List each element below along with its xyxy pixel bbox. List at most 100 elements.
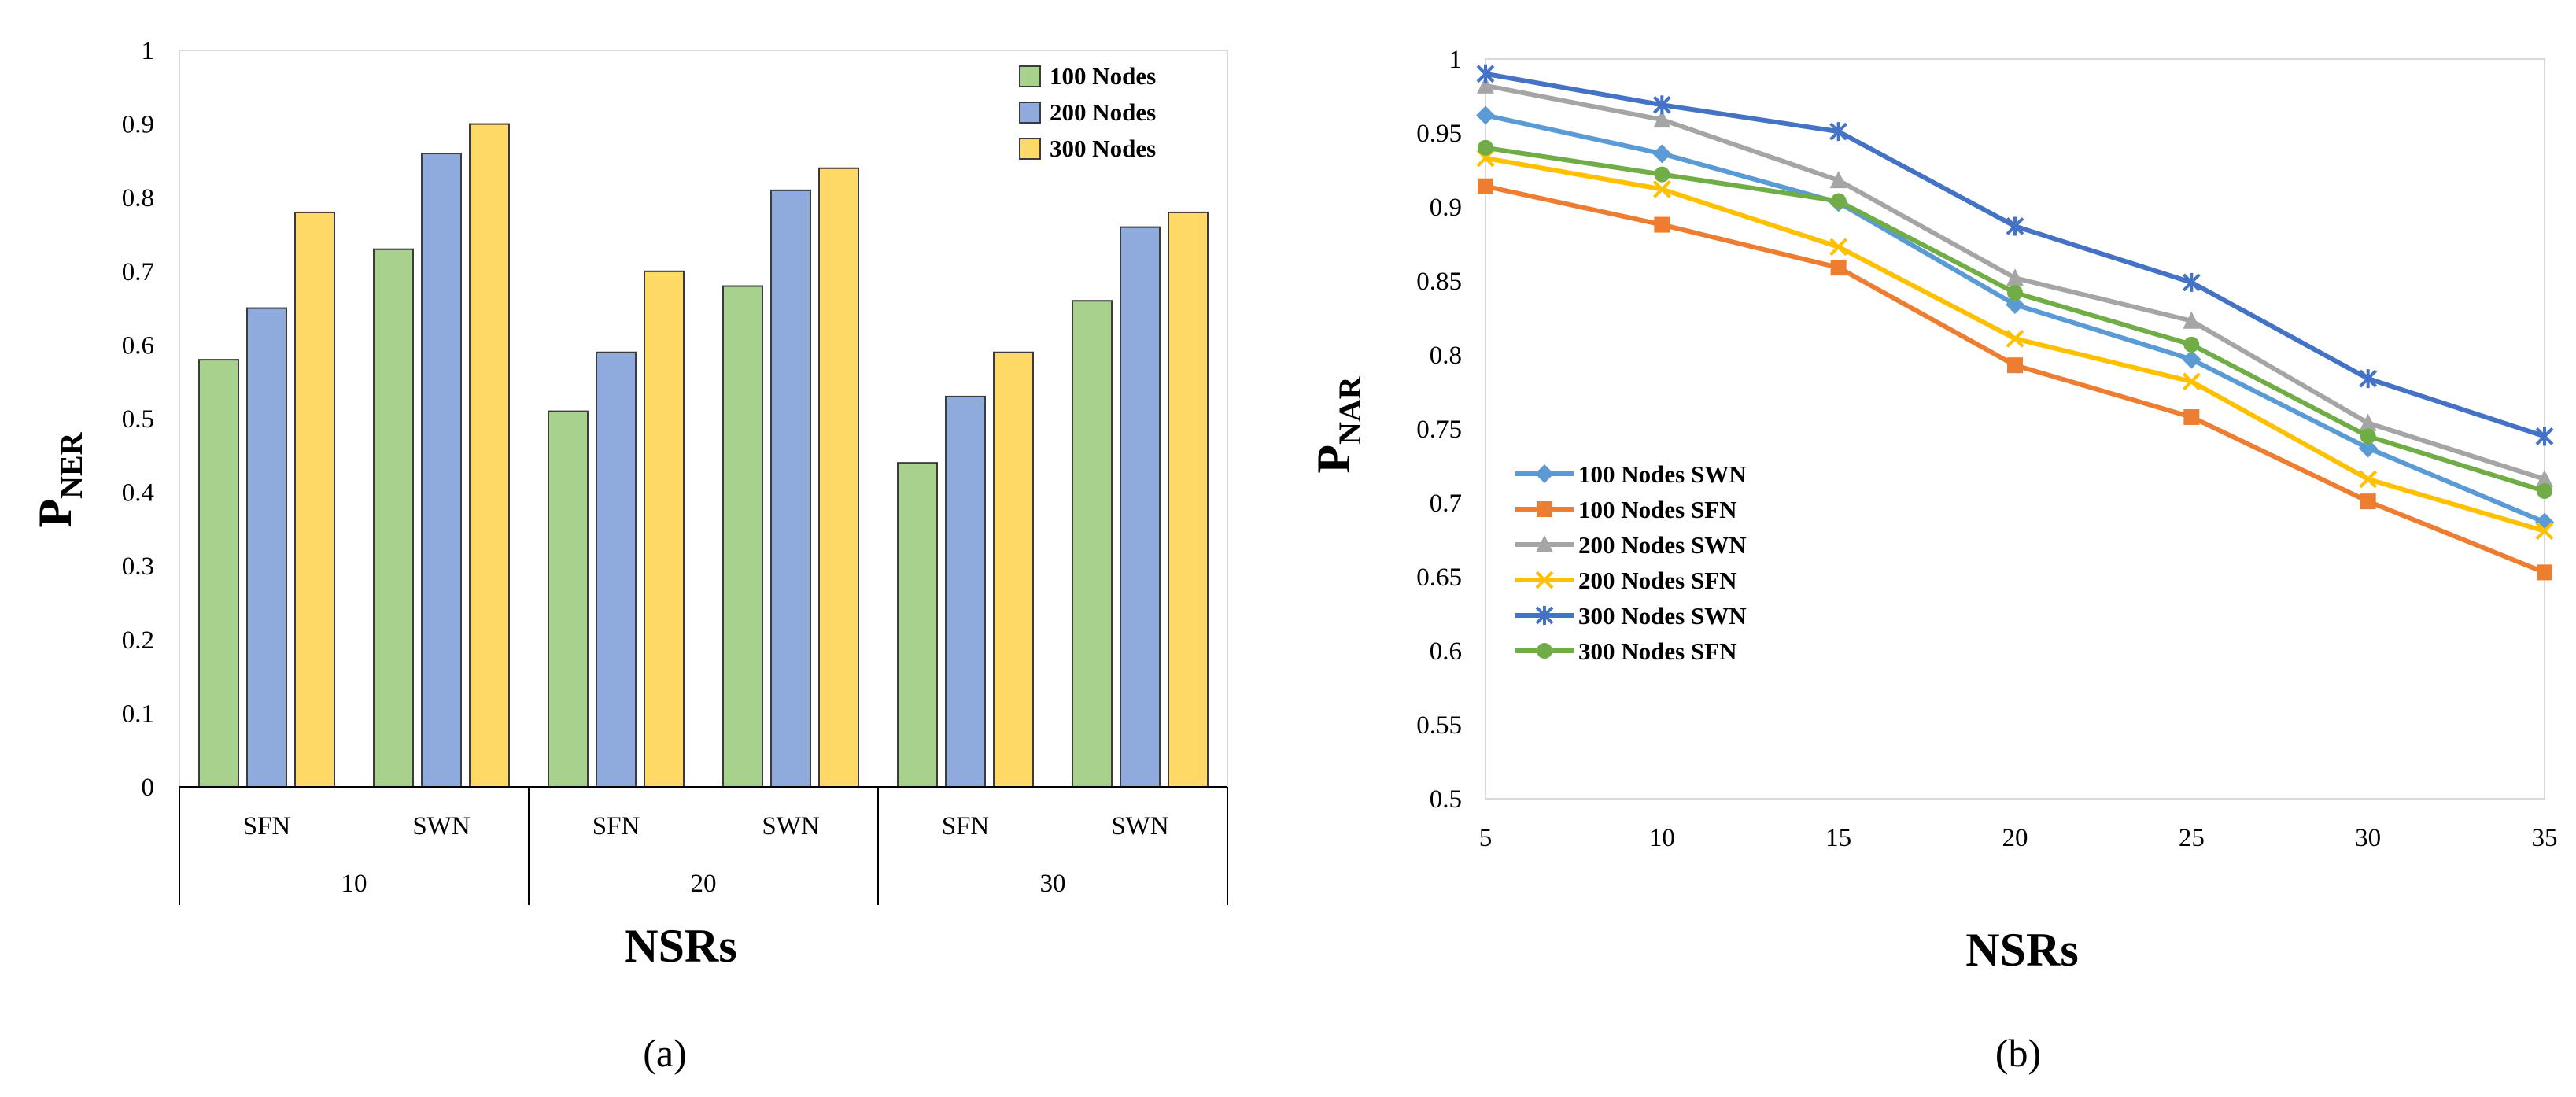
data-point: [1830, 260, 1847, 276]
data-point: [1652, 180, 1671, 198]
bar: [897, 462, 938, 788]
x-tick-label: 10: [1649, 824, 1675, 852]
x-tick-label: 25: [2179, 824, 2205, 852]
data-point: [2535, 427, 2554, 446]
data-point: [2359, 413, 2377, 431]
y-tick-label: 0.2: [122, 626, 154, 655]
plot-area-a: [179, 50, 1228, 788]
data-point: [2183, 311, 2201, 329]
y-tick-label: 0.6: [122, 331, 154, 360]
data-point: [2360, 428, 2376, 445]
legend-marker: [1535, 571, 1554, 589]
x-subcategory-label: SFN: [243, 812, 291, 840]
bar-chart-panel-a: 00.10.20.30.40.50.60.70.80.91 SFN SWN SFN S…: [29, 37, 1228, 1075]
data-point: [2535, 522, 2554, 541]
data-point: [2537, 564, 2552, 581]
y-tick-label: 0.3: [122, 552, 154, 581]
bar: [294, 211, 335, 789]
y-tick-label: 0.4: [122, 479, 154, 508]
bar: [246, 307, 287, 789]
y-tick-labels-a: 0 0.1 0.2 0.3 0.4 0.5 0.6 0.7 0.8 0.9 1: [122, 37, 154, 802]
y-tick-label: 0.7: [122, 258, 154, 286]
y-tick-label: 0.65: [1416, 563, 1462, 592]
x-axis-title-a: NSRs: [624, 920, 736, 972]
y-axis-title-b-main: P: [1308, 445, 1360, 474]
y-tick-label: 0.5: [122, 405, 154, 434]
legend-marker: [1537, 501, 1552, 517]
data-point: [1477, 76, 1494, 94]
legend-marker: [1535, 606, 1554, 625]
legend-label: 100 Nodes: [1050, 62, 1156, 90]
data-point: [2182, 272, 2201, 292]
legend-label: 200 Nodes: [1050, 98, 1156, 126]
x-tick-labels-b: 5 10 15 20 25 30 35: [1479, 824, 2558, 852]
data-point: [1476, 64, 1495, 83]
x-subcategory-label: SWN: [762, 812, 820, 840]
data-point: [2182, 349, 2201, 369]
x-group-label: 10: [341, 870, 367, 898]
bar: [722, 285, 763, 788]
data-point: [2006, 295, 2024, 315]
data-point: [2359, 470, 2378, 489]
bar: [770, 189, 811, 788]
x-group-label: 30: [1040, 870, 1066, 898]
y-tick-label: 0.9: [1430, 194, 1462, 222]
y-tick-label: 0.5: [1430, 785, 1462, 814]
y-tick-label: 0.8: [1430, 342, 1462, 370]
y-tick-label: 0.9: [122, 111, 154, 139]
bar: [596, 351, 637, 788]
bar: [818, 167, 859, 788]
data-point: [1652, 95, 1671, 115]
data-point: [2183, 336, 2200, 353]
x-subcategory-label: SFN: [942, 812, 990, 840]
legend-a: 100 Nodes 200 Nodes 300 Nodes: [1019, 62, 1156, 162]
y-tick-label: 0.6: [1430, 637, 1462, 666]
data-point: [1653, 110, 1671, 128]
bar: [993, 351, 1034, 788]
data-point: [2007, 357, 2023, 374]
y-tick-label: 1: [1449, 46, 1463, 74]
y-tick-label: 0.95: [1416, 120, 1462, 148]
bar: [1072, 300, 1113, 788]
x-tick-label: 30: [2355, 824, 2381, 852]
bar: [548, 410, 589, 788]
y-tick-label: 0.85: [1416, 268, 1462, 296]
panel-label-b: (b): [1995, 1031, 2041, 1075]
data-point: [2006, 329, 2024, 348]
line-chart-panel-b: 0.5 0.55 0.6 0.65 0.7 0.75 0.8 0.85 0.9 0.95 1 5 10…: [1308, 46, 2558, 1075]
legend-marker: [1537, 643, 1552, 659]
bar: [373, 248, 414, 789]
legend-label: 200 Nodes SWN: [1578, 531, 1747, 559]
data-point: [2007, 285, 2023, 301]
y-axis-title-a-sub: NER: [54, 431, 89, 499]
y-axis-title-b-sub: NAR: [1332, 375, 1367, 445]
data-point: [1654, 216, 1670, 233]
y-tick-label: 0.75: [1416, 416, 1462, 444]
x-group-label: 20: [691, 870, 717, 898]
bar: [421, 153, 462, 789]
legend-swatch: [1019, 138, 1041, 160]
legend-label: 300 Nodes: [1050, 135, 1156, 162]
legend-label: 300 Nodes SWN: [1578, 602, 1747, 630]
bar: [945, 395, 986, 788]
bar: [644, 270, 685, 788]
y-axis-title-b: PNAR: [1308, 375, 1367, 473]
legend-label: 100 Nodes SWN: [1578, 460, 1747, 488]
legend-marker: [1535, 464, 1554, 483]
legend-marker: [1536, 535, 1553, 552]
bar: [1120, 226, 1161, 788]
legend-swatch: [1019, 102, 1041, 124]
data-point: [1829, 238, 1848, 257]
y-tick-label: 0.55: [1416, 711, 1462, 740]
data-point: [2183, 408, 2200, 425]
data-point: [2006, 268, 2024, 286]
legend-label: 300 Nodes SFN: [1578, 637, 1737, 665]
legend-label: 200 Nodes SFN: [1578, 567, 1737, 594]
panel-label-a: (a): [643, 1031, 687, 1075]
data-point: [2006, 216, 2024, 236]
bar: [1168, 211, 1209, 789]
legend-swatch: [1019, 65, 1041, 87]
bars-a: [198, 123, 1209, 789]
y-axis-title-a: PNER: [29, 431, 89, 527]
data-point: [1829, 171, 1847, 189]
